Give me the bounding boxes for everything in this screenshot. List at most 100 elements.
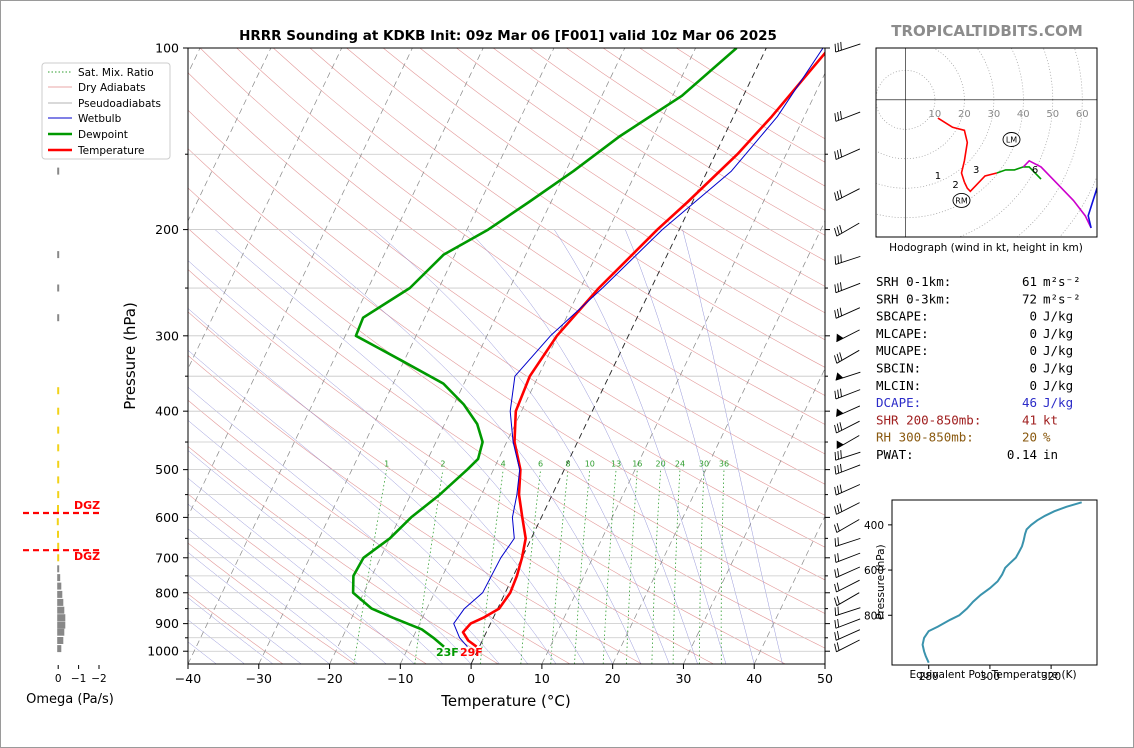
stat-label: MLCIN: <box>876 378 921 393</box>
y-tick-label: 900 <box>155 616 179 631</box>
skewt-plot: 1 2 4 6 8 10 13 16 20 24 30 36 −40 −30 −20 −10 0 10 20 30 4… <box>121 41 861 710</box>
omega-bar <box>57 284 60 292</box>
x-tick-label: 50 <box>817 671 833 686</box>
barb-feather <box>836 308 840 318</box>
dry-adiabat <box>188 311 714 664</box>
surface-dewpoint-label: 23F <box>436 646 459 659</box>
barb-shaft <box>836 519 860 533</box>
barb-shaft <box>835 148 861 160</box>
barb-shaft <box>836 579 860 593</box>
legend-dewpoint: Dewpoint <box>78 129 128 141</box>
theta-x-tick-label: 300 <box>980 671 1000 683</box>
pseudoadiabat <box>188 641 217 664</box>
barb-feather <box>834 486 837 496</box>
pseudoadiabat <box>682 229 783 664</box>
barb-shaft <box>836 222 860 237</box>
wind-barb <box>834 618 861 629</box>
omega-bar <box>57 565 60 573</box>
barb-feather <box>834 228 838 237</box>
omega-tick-label: −2 <box>91 673 106 685</box>
omega-bar <box>57 314 60 322</box>
barb-shaft <box>835 371 861 381</box>
x-tick-label: 0 <box>467 671 475 686</box>
theta-e-panel: 280 300 320 400 600 800 Equivalent Pot. Tempe… <box>864 499 1098 683</box>
legend-pseudoadiabats: Pseudoadiabats <box>78 98 161 110</box>
temperature-line <box>461 51 825 648</box>
dry-adiabat <box>188 493 427 664</box>
dry-adiabat <box>188 399 571 664</box>
isotherm-line <box>753 515 825 664</box>
isotherm-line <box>399 48 696 664</box>
wind-barb <box>834 110 861 122</box>
barb-feather <box>836 485 840 494</box>
barb-feather <box>839 307 843 316</box>
barb-feather <box>834 583 837 593</box>
barb-feather <box>834 506 837 515</box>
hodograph-segment <box>937 117 969 183</box>
omega-bar <box>57 628 65 636</box>
storm-motion-marker <box>1002 132 1021 147</box>
barb-shaft <box>835 484 861 496</box>
mixing-ratio-label: 8 <box>565 460 570 469</box>
y-tick-label: 800 <box>155 585 179 600</box>
barb-feather <box>834 569 837 578</box>
omega-bar <box>57 645 62 653</box>
barb-shaft <box>835 307 861 319</box>
barb-shaft <box>835 43 861 53</box>
isotherm-line <box>188 48 343 370</box>
barb-shaft <box>835 537 861 547</box>
barb-shaft <box>836 349 860 364</box>
theta-e-x-label: Equivalent Pot. Temperature (K) <box>909 669 1076 681</box>
theta-y-tick-label: 800 <box>864 610 884 622</box>
wind-barb <box>834 629 861 641</box>
omega-bar <box>57 621 66 629</box>
barb-feather <box>837 553 840 562</box>
theta-x-tick-label: 280 <box>919 671 939 683</box>
barb-feather <box>834 524 838 533</box>
dgz-label-bottom: DGZ <box>74 550 100 563</box>
wind-barb <box>834 639 860 653</box>
hodograph-height-label: 6 <box>1032 165 1038 176</box>
omega-bar <box>57 542 60 550</box>
wetbulb-line <box>453 48 824 648</box>
barb-pennant <box>836 440 844 449</box>
storm-motion-marker <box>952 192 971 208</box>
pseudoadiabat <box>188 260 585 664</box>
stat-unit: J/kg <box>1043 378 1073 393</box>
omega-bar <box>57 460 60 468</box>
y-axis-label: Pressure (hPa) <box>121 302 139 410</box>
pseudoadiabats <box>188 229 783 664</box>
legend-dry-adiabats: Dry Adiabats <box>78 82 146 94</box>
barb-shaft <box>835 464 861 475</box>
omega-bar <box>57 407 60 415</box>
theta-e-line <box>921 501 1082 664</box>
barb-feather <box>839 148 843 158</box>
x-tick-label: 40 <box>746 671 762 686</box>
dry-adiabat <box>236 48 825 455</box>
wind-barb <box>836 329 860 343</box>
wind-barb <box>834 537 861 547</box>
wind-barb <box>834 450 861 461</box>
dry-adiabat <box>383 48 825 341</box>
stat-value: 0 <box>1029 343 1037 358</box>
barb-shaft <box>835 552 861 563</box>
skewt-axis-ticks: −40 −30 −20 −10 0 10 20 30 40 50 100 200 300 400 500 60… <box>147 41 833 687</box>
hodograph-height-label: 3 <box>973 165 979 176</box>
mixing-ratio-line <box>520 469 541 664</box>
stat-value: 20 <box>1022 430 1037 445</box>
dry-adiabat <box>188 109 825 548</box>
barb-feather <box>834 607 837 616</box>
stat-label: MUCAPE: <box>876 343 929 358</box>
y-tick-label: 1000 <box>147 644 179 659</box>
legend-wetbulb: Wetbulb <box>78 113 122 125</box>
omega-bars <box>56 167 66 653</box>
wind-barb <box>835 405 861 417</box>
barb-feather <box>840 110 842 120</box>
x-tick-label: −20 <box>316 671 342 686</box>
hodograph-ring-label: 40 <box>1017 109 1030 120</box>
mixing-ratio-label: 6 <box>538 460 543 469</box>
barb-shaft <box>835 566 861 578</box>
sounding-stats: SRH 0-1km: 61 m²s⁻² SRH 0-3km: 72 m²s⁻² SBCAPE… <box>876 274 1081 462</box>
stat-value: 0 <box>1029 326 1037 341</box>
mixing-ratio-lines <box>353 469 725 664</box>
